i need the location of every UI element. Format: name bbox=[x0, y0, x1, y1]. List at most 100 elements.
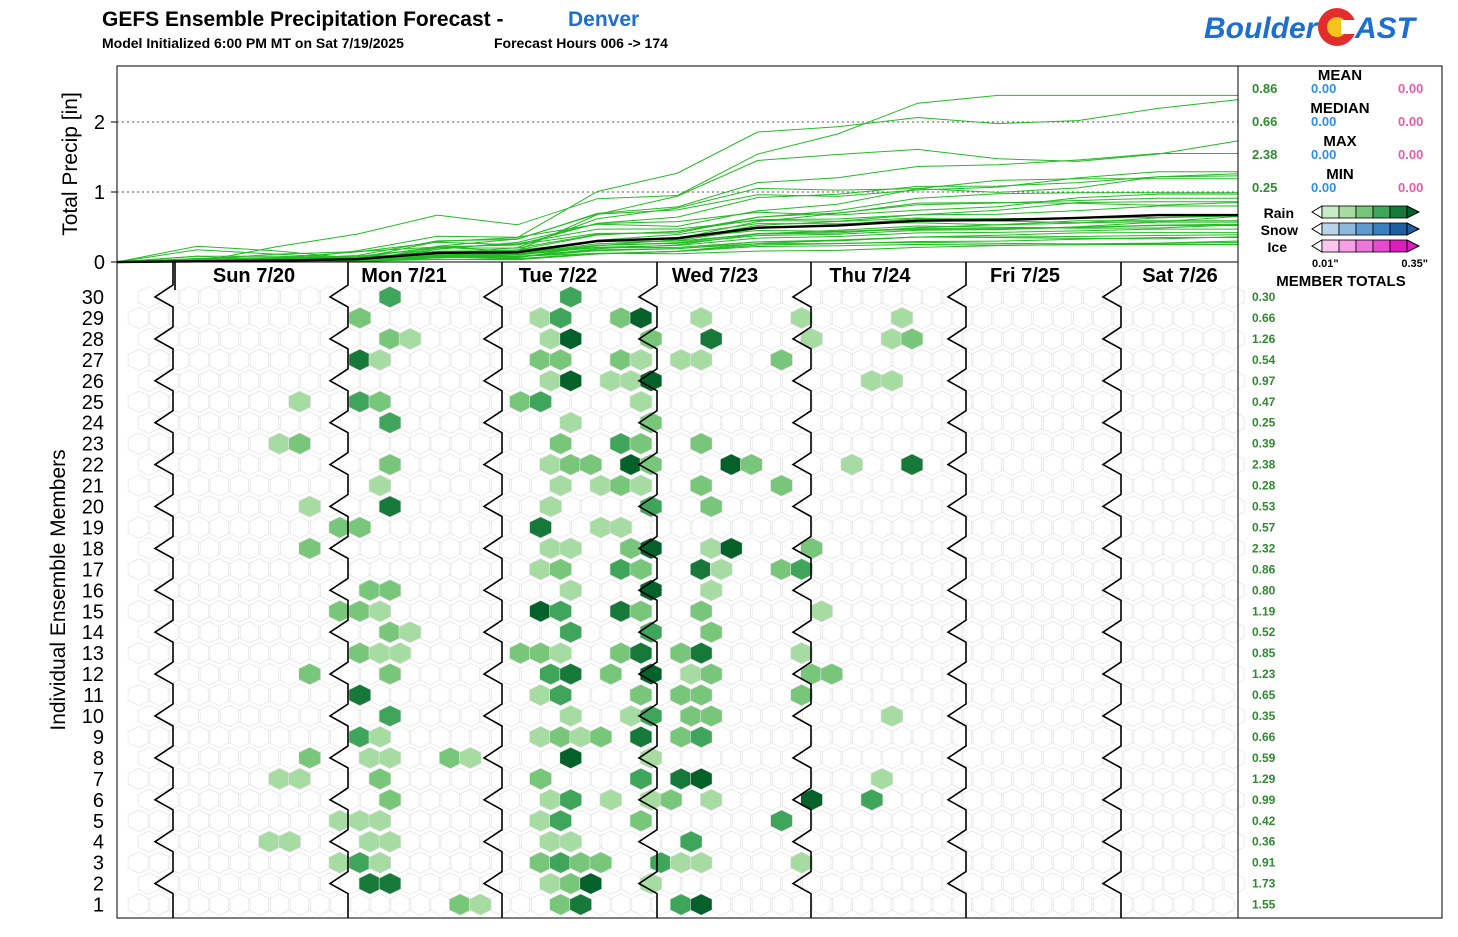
hex-cell bbox=[1141, 621, 1165, 644]
hex-cell bbox=[228, 767, 251, 791]
hex-cell bbox=[408, 558, 432, 581]
hex-cell bbox=[820, 285, 843, 309]
hex-cell bbox=[1211, 432, 1235, 455]
hex-cell bbox=[1111, 516, 1135, 539]
precip-hex bbox=[669, 683, 693, 707]
hex-cell bbox=[569, 348, 592, 372]
hex-cell bbox=[1171, 306, 1195, 330]
hex-cell bbox=[167, 306, 191, 330]
hex-cell bbox=[278, 411, 301, 434]
hex-cell bbox=[258, 495, 281, 518]
hex-cell bbox=[1171, 809, 1195, 832]
hex-cell bbox=[448, 558, 472, 581]
day-divider bbox=[637, 262, 658, 918]
hex-cell bbox=[137, 788, 161, 811]
hex-cell bbox=[810, 348, 833, 372]
hex-cell bbox=[308, 600, 331, 623]
precip-hex bbox=[348, 600, 372, 623]
hex-cell bbox=[971, 432, 994, 455]
hex-cell bbox=[820, 872, 843, 895]
hex-cell bbox=[167, 809, 191, 832]
precip-hex bbox=[378, 453, 402, 476]
hex-cell bbox=[218, 453, 241, 476]
hex-cell bbox=[870, 641, 894, 665]
precip-hex bbox=[629, 432, 653, 455]
hex-cell bbox=[459, 411, 482, 434]
hex-cell bbox=[1121, 662, 1145, 686]
hex-cell bbox=[157, 579, 181, 602]
hex-cell bbox=[499, 495, 522, 518]
hex-cell bbox=[609, 809, 633, 832]
hex-cell bbox=[1021, 285, 1044, 309]
member-total: 0.66 bbox=[1252, 730, 1276, 744]
hex-cell bbox=[388, 348, 412, 372]
hex-cell bbox=[358, 411, 382, 434]
hex-cell bbox=[1131, 893, 1155, 916]
hex-cell bbox=[1181, 453, 1205, 476]
hex-cell bbox=[268, 725, 291, 749]
hex-cell bbox=[1101, 453, 1125, 476]
hex-cell bbox=[1201, 704, 1225, 728]
hex-cell bbox=[208, 348, 231, 372]
hex-cell bbox=[981, 746, 1004, 770]
hex-cell bbox=[509, 432, 532, 455]
hex-cell bbox=[127, 725, 151, 749]
hex-cell bbox=[358, 327, 382, 351]
hex-cell bbox=[840, 621, 864, 644]
hex-cell bbox=[187, 390, 211, 413]
hex-cell bbox=[920, 369, 944, 392]
hex-cell bbox=[860, 704, 884, 728]
hex-cell bbox=[971, 725, 994, 749]
hex-cell bbox=[187, 516, 211, 539]
hex-cell bbox=[1191, 809, 1215, 832]
hex-cell bbox=[720, 327, 743, 351]
hex-cell bbox=[438, 453, 462, 476]
hex-cell bbox=[890, 348, 914, 372]
hex-cell bbox=[1131, 516, 1155, 539]
max-snow: 0.00 bbox=[1311, 147, 1336, 162]
hex-cell bbox=[469, 516, 492, 539]
hex-cell bbox=[368, 516, 392, 539]
hex-cell bbox=[820, 453, 843, 476]
hex-cell bbox=[358, 495, 382, 518]
hex-cell bbox=[258, 327, 281, 351]
precip-hex bbox=[368, 725, 392, 749]
hex-cell bbox=[1081, 537, 1104, 560]
hex-cell bbox=[318, 285, 342, 309]
hex-cell bbox=[971, 851, 994, 874]
hex-cell bbox=[248, 474, 271, 497]
hex-cell bbox=[1151, 474, 1175, 497]
hex-cell bbox=[1111, 851, 1135, 874]
hex-cell bbox=[388, 683, 412, 707]
hex-cell bbox=[278, 495, 301, 518]
hex-cell bbox=[820, 788, 843, 811]
hex-cell bbox=[278, 704, 301, 728]
hex-cell bbox=[950, 432, 974, 455]
hex-cell bbox=[198, 537, 221, 560]
hex-cell bbox=[830, 390, 853, 413]
hex-cell bbox=[127, 432, 151, 455]
hex-cell bbox=[1011, 767, 1034, 791]
hex-cell bbox=[398, 537, 422, 560]
hex-cell bbox=[479, 872, 502, 895]
precip-hex bbox=[880, 327, 904, 350]
hex-cell bbox=[971, 390, 994, 413]
hex-cell bbox=[1141, 872, 1165, 895]
precip-hex bbox=[529, 558, 552, 581]
hex-cell bbox=[910, 767, 934, 791]
hex-cell bbox=[1201, 830, 1225, 853]
hex-cell bbox=[699, 411, 723, 434]
hex-cell bbox=[1121, 788, 1145, 811]
hex-cell bbox=[790, 390, 813, 413]
hex-cell bbox=[1091, 516, 1115, 539]
hex-cell bbox=[950, 474, 974, 497]
hex-cell bbox=[1081, 453, 1104, 476]
hex-cell bbox=[428, 851, 452, 874]
hex-cell bbox=[448, 390, 472, 413]
hex-cell bbox=[820, 327, 843, 351]
hex-cell bbox=[388, 767, 412, 791]
precip-hex bbox=[549, 558, 572, 581]
hex-cell bbox=[127, 558, 151, 581]
hex-cell bbox=[308, 558, 331, 581]
hex-cell bbox=[920, 411, 944, 434]
